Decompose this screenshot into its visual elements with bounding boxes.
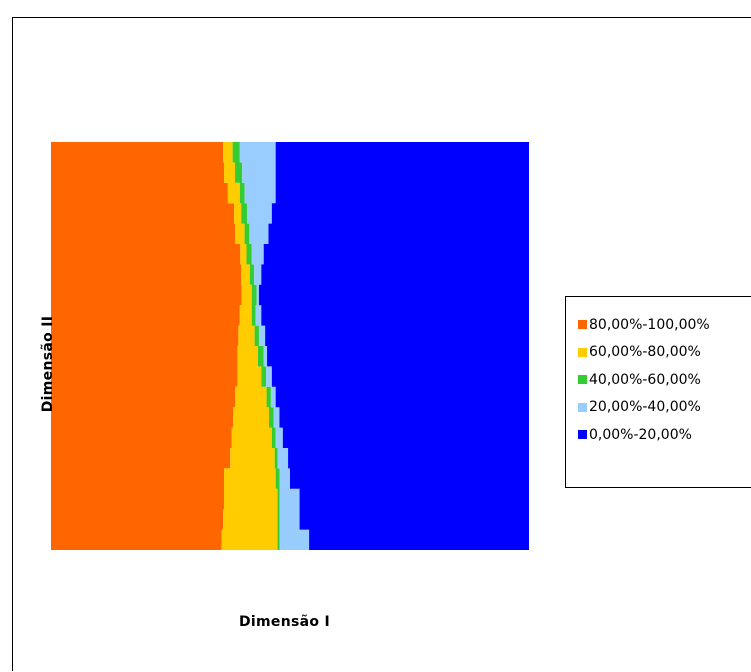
- band-5: [258, 142, 529, 550]
- legend-swatch: [578, 320, 587, 330]
- x-axis-label: Dimensão I: [239, 614, 330, 630]
- legend-label: 0,00%-20,00%: [589, 426, 692, 443]
- band-3: [232, 142, 280, 550]
- legend-swatch: [578, 347, 587, 357]
- legend-swatch: [578, 402, 587, 412]
- chart-plot: [51, 142, 529, 550]
- legend-item: 20,00%-40,00%: [578, 394, 751, 422]
- chart-frame: Dimensão I Dimensão II 80,00%-100,00% 60,…: [12, 17, 751, 671]
- band-1: [51, 142, 242, 550]
- y-axis-label: Dimensão II: [40, 315, 56, 413]
- legend-label: 80,00%-100,00%: [589, 316, 710, 333]
- legend-label: 20,00%-40,00%: [589, 399, 701, 416]
- legend-item: 40,00%-60,00%: [578, 366, 751, 394]
- legend-swatch: [578, 430, 587, 440]
- legend-label: 60,00%-80,00%: [589, 344, 701, 361]
- legend-item: 60,00%-80,00%: [578, 339, 751, 367]
- legend-item: 80,00%-100,00%: [578, 311, 751, 339]
- legend-swatch: [578, 375, 587, 385]
- legend: 80,00%-100,00% 60,00%-80,00% 40,00%-60,00%…: [565, 296, 751, 488]
- legend-label: 40,00%-60,00%: [589, 371, 701, 388]
- legend-item: 0,00%-20,00%: [578, 421, 751, 449]
- band-2: [221, 142, 278, 550]
- band-4: [239, 142, 310, 550]
